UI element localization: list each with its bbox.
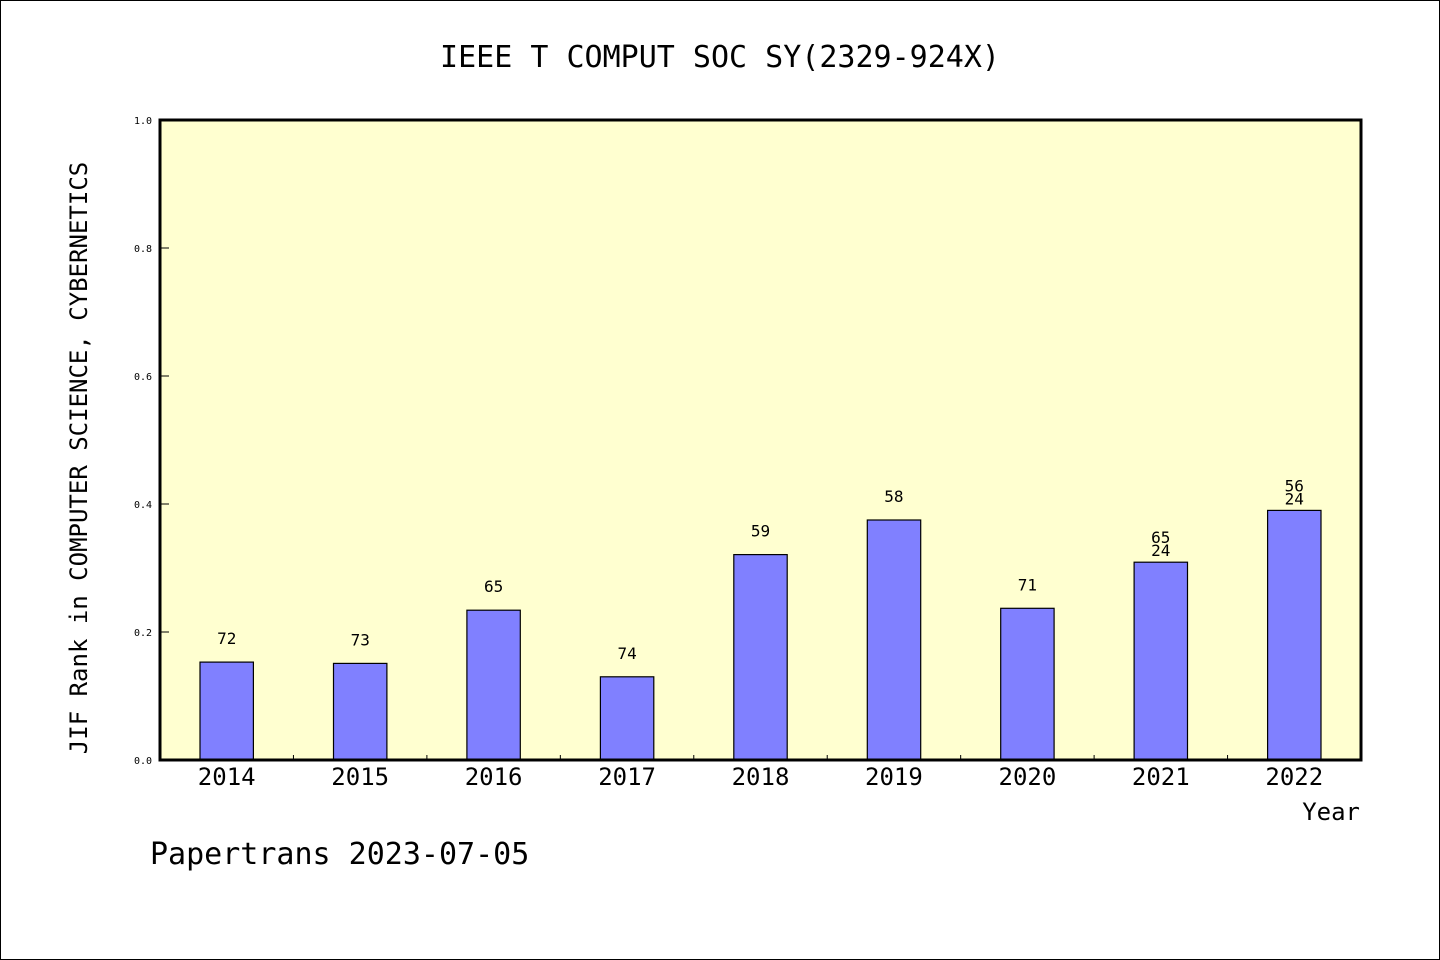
data-label: 56 [1285, 476, 1304, 495]
data-label: 72 [217, 629, 236, 648]
bar-2017 [599, 676, 655, 761]
data-label: 59 [751, 522, 770, 541]
bar-2021 [1133, 561, 1189, 761]
x-tick-label: 2017 [598, 763, 656, 791]
axis-ticks: 2014 2015 2016 2017 2018 2019 2020 2021 2022 0.0 0… [134, 116, 1323, 791]
bar-2019 [866, 519, 922, 761]
bar-2022 [1266, 509, 1322, 761]
footer-text: Papertrans 2023-07-05 [150, 837, 529, 872]
data-label: 65 [484, 577, 503, 596]
bar-2015 [332, 662, 388, 761]
data-label: 73 [351, 630, 370, 649]
bar-2020 [1000, 607, 1055, 761]
x-tick-label: 2020 [999, 763, 1057, 791]
data-label: 74 [617, 644, 636, 663]
bar-2016 [466, 609, 521, 761]
y-tick-label: 1.0 [134, 116, 152, 127]
data-label: 58 [884, 487, 903, 506]
y-tick-label: 0.0 [134, 756, 152, 767]
x-tick-label: 2016 [465, 763, 523, 791]
bar-2014 [199, 661, 255, 761]
x-axis-label: Year [1302, 798, 1360, 826]
y-tick-label: 0.6 [134, 372, 152, 383]
data-label: 24 [1151, 541, 1170, 560]
x-tick-label: 2018 [732, 763, 790, 791]
data-label: 71 [1018, 575, 1037, 594]
y-tick-label: 0.2 [134, 628, 152, 639]
y-axis-label: JIF Rank in COMPUTER SCIENCE, CYBERNETIC… [65, 162, 93, 754]
y-tick-label: 0.4 [134, 500, 152, 511]
x-tick-label: 2014 [198, 763, 256, 791]
x-tick-label: 2015 [331, 763, 389, 791]
bar-2018 [733, 553, 788, 761]
chart-title: IEEE T COMPUT SOC SY(2329-924X) [440, 40, 1000, 75]
x-tick-label: 2021 [1132, 763, 1190, 791]
data-label: 65 [1151, 528, 1170, 547]
data-label: 24 [1285, 489, 1304, 508]
y-tick-label: 0.8 [134, 244, 152, 255]
x-tick-label: 2019 [865, 763, 923, 791]
plot-border [158, 118, 1363, 762]
x-tick-label: 2022 [1265, 763, 1323, 791]
